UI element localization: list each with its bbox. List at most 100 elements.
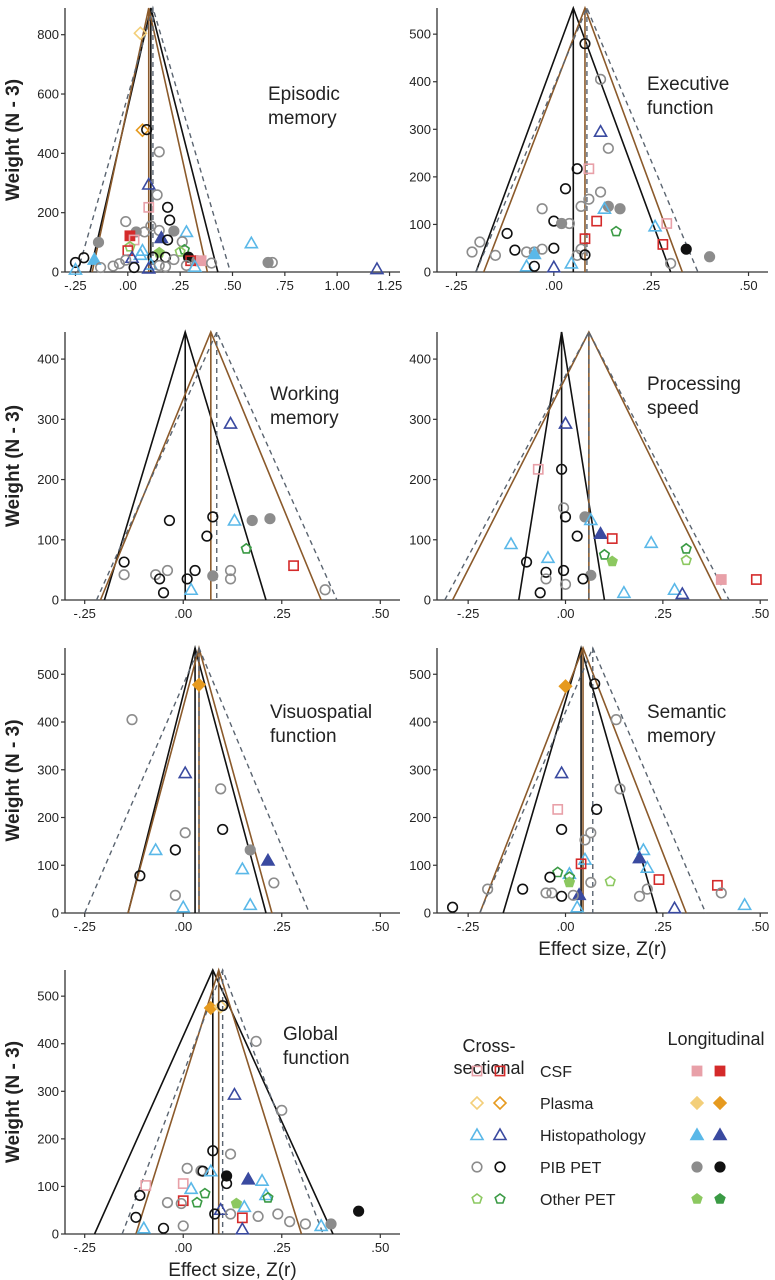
data-point-triangle — [737, 897, 753, 911]
data-point-pentagon — [191, 1196, 203, 1208]
data-point-circle — [557, 502, 570, 514]
data-point-pentagon — [199, 1187, 211, 1199]
data-point-circle — [209, 1208, 221, 1220]
data-point-circle — [583, 193, 595, 205]
data-point-triangle — [187, 259, 203, 272]
data-point-circle — [556, 217, 568, 230]
data-point-pentagon — [610, 225, 622, 237]
x-axis-label: Effect size, Z(r) — [538, 939, 666, 960]
data-point-pentagon — [680, 554, 692, 566]
data-point-circle — [284, 1216, 296, 1228]
y-tick-label: 0 — [52, 593, 59, 608]
y-tick-label: 100 — [37, 532, 59, 547]
data-point-triangle — [136, 1220, 152, 1234]
data-point-circle — [163, 514, 176, 527]
data-point-circle — [585, 827, 597, 839]
data-point-triangle — [593, 124, 608, 137]
x-tick-label: .25 — [171, 278, 189, 293]
legend-item-label: PIB PET — [540, 1160, 602, 1177]
legend-cross-sectional-light-diamond-icon — [469, 1095, 485, 1111]
legend-longitudinal-dark-triangle-icon — [712, 1127, 728, 1141]
data-point-circle — [589, 678, 601, 690]
data-point-circle — [715, 887, 727, 899]
data-point-triangle — [234, 861, 250, 875]
data-point-triangle — [563, 255, 579, 269]
data-point-circle — [536, 203, 548, 215]
y-tick-label: 0 — [52, 906, 59, 921]
data-point-triangle — [177, 765, 193, 779]
x-tick-label: .00 — [174, 919, 192, 934]
data-point-circle — [276, 1104, 288, 1116]
data-point-square — [532, 463, 544, 475]
data-point-circle — [224, 573, 237, 585]
data-point-triangle — [647, 218, 663, 232]
data-point-triangle — [148, 842, 164, 856]
panel-title: Semantic memory — [647, 702, 726, 747]
data-point-circle — [118, 556, 130, 568]
x-tick-label: -.25 — [64, 278, 86, 293]
legend-longitudinal-light-diamond-icon — [689, 1095, 705, 1111]
data-point-circle — [540, 573, 552, 585]
legend-item-csf: CSF — [471, 1064, 726, 1081]
y-tick-label: 500 — [37, 667, 59, 682]
legend-longitudinal-dark-circle-icon — [714, 1161, 726, 1173]
data-point-triangle — [597, 201, 612, 215]
legend-cross-sectional-dark-triangle-icon — [492, 1127, 508, 1141]
data-point-triangle — [86, 251, 102, 265]
data-point-triangle — [636, 842, 651, 856]
data-point-circle — [217, 823, 229, 836]
data-point-circle — [571, 530, 583, 542]
legend-longitudinal-dark-square-icon — [714, 1065, 726, 1077]
data-point-circle — [466, 246, 478, 258]
data-point-triangle — [68, 262, 83, 275]
y-tick-label: 500 — [37, 989, 59, 1004]
data-point-circle — [680, 243, 692, 255]
y-axis-label: Weight (N - 3) — [3, 719, 24, 841]
data-point-circle — [614, 203, 626, 215]
data-point-circle — [78, 252, 90, 264]
data-point-circle — [92, 236, 105, 248]
data-point-circle — [594, 73, 607, 85]
data-point-triangle — [141, 260, 157, 274]
data-point-triangle — [213, 1202, 229, 1216]
legend-cross-sectional-dark-circle-icon — [494, 1161, 506, 1173]
data-point-circle — [224, 1208, 237, 1220]
data-point-triangle — [632, 850, 647, 864]
data-point-diamond — [191, 677, 207, 692]
data-point-circle — [168, 253, 180, 266]
data-point-circle — [69, 256, 82, 269]
data-point-circle — [246, 514, 258, 527]
data-point-triangle — [554, 765, 569, 779]
data-point-circle — [224, 564, 237, 577]
data-point-square — [715, 574, 727, 585]
legend-cross-sectional-light-circle-icon — [471, 1161, 483, 1173]
data-point-pentagon — [124, 240, 136, 252]
data-point-pentagon — [606, 555, 618, 567]
data-point-circle — [614, 783, 626, 795]
y-axis-label: Weight (N - 3) — [3, 79, 24, 201]
data-point-circle — [164, 214, 176, 226]
data-point-triangle — [203, 1163, 219, 1177]
data-point-circle — [153, 259, 165, 272]
data-point-diamond — [133, 26, 148, 41]
data-point-square — [143, 201, 155, 213]
x-tick-label: .50 — [223, 278, 241, 293]
data-point-circle — [151, 189, 163, 201]
data-point-triangle — [183, 582, 199, 596]
data-point-square — [606, 533, 618, 544]
y-tick-label: 400 — [37, 715, 59, 730]
data-point-circle — [610, 714, 622, 726]
funnel-dashed-limits — [95, 330, 338, 601]
y-axis-label: Weight (N - 3) — [3, 1041, 24, 1163]
x-tick-label: .50 — [371, 919, 389, 934]
data-point-pentagon — [604, 875, 616, 887]
data-point-circle — [591, 803, 603, 815]
data-point-circle — [489, 249, 502, 261]
funnel-dashed-limits — [444, 330, 730, 601]
data-point-triangle — [227, 1087, 242, 1100]
data-point-circle — [579, 38, 591, 50]
y-tick-label: 500 — [409, 27, 431, 42]
data-point-circle — [224, 1148, 237, 1160]
data-point-circle — [177, 1220, 189, 1232]
